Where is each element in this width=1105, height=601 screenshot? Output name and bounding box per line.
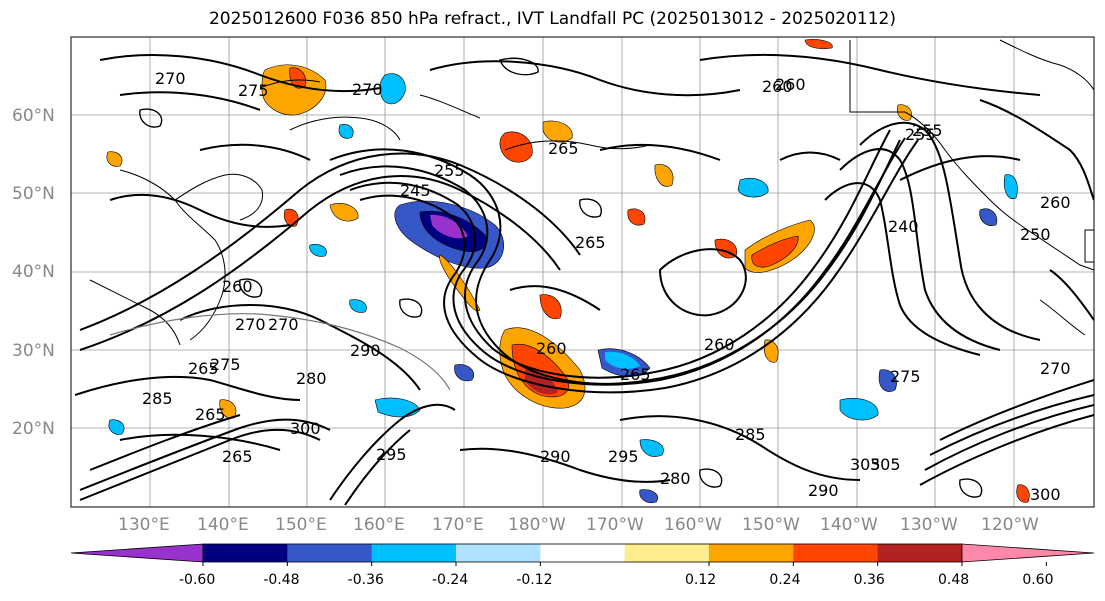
colorbar-extend-low xyxy=(70,543,204,563)
lat-label: 20°N xyxy=(12,419,55,439)
contour-label: 260 xyxy=(1040,193,1071,212)
track-line xyxy=(109,313,451,391)
lon-label: 160°E xyxy=(353,515,405,535)
contour-label: 270 xyxy=(352,80,383,99)
lon-label: 160°W xyxy=(664,515,722,535)
contour-label: 300 xyxy=(1030,485,1061,504)
contour-label: 265 xyxy=(548,139,579,158)
contour-label: 255 xyxy=(905,125,936,144)
contour-label: 275 xyxy=(210,355,241,374)
lon-label: 180°W xyxy=(508,515,566,535)
contour-label: 265 xyxy=(222,447,253,466)
lon-label: 120°W xyxy=(981,515,1039,535)
contour-label: 275 xyxy=(238,81,269,100)
lat-label: 40°N xyxy=(12,262,55,282)
colorbar-tick-label: -0.36 xyxy=(347,572,384,588)
contour-label: 260 xyxy=(536,339,567,358)
contour-label: 250 xyxy=(1020,225,1051,244)
contour-label: 265 xyxy=(195,405,226,424)
colorbar-cell xyxy=(624,544,710,562)
contour-label: 245 xyxy=(400,181,431,200)
filled-anomalies xyxy=(106,39,1030,503)
coastlines xyxy=(89,39,1094,346)
minor-contours xyxy=(139,57,983,498)
contour-label: 295 xyxy=(376,445,407,464)
contour-label: 290 xyxy=(808,481,839,500)
colorbar-tick-label: -0.24 xyxy=(432,572,469,588)
contour-label: 265 xyxy=(575,233,606,252)
lon-label: 140°E xyxy=(197,515,249,535)
gridlines xyxy=(71,37,1094,507)
lat-label: 60°N xyxy=(12,106,55,126)
contour-label: 255 xyxy=(912,121,943,140)
colorbar-cell xyxy=(877,544,963,562)
colorbar-tick-label: -0.60 xyxy=(179,572,216,588)
contour-label: 270 xyxy=(268,315,299,334)
contour-label: 280 xyxy=(660,469,691,488)
colorbar-tick-label: -0.48 xyxy=(263,572,300,588)
contour-label: 260 xyxy=(775,75,806,94)
contour-label: 275 xyxy=(890,367,921,386)
contour-label: 305 xyxy=(850,455,881,474)
lon-label: 130°W xyxy=(900,515,958,535)
colorbar-extend-high xyxy=(961,543,1095,563)
contour-label: 285 xyxy=(735,425,766,444)
contour-label: 280 xyxy=(296,369,327,388)
contour-label: 295 xyxy=(608,447,639,466)
colorbar-tick-label: 0.24 xyxy=(769,572,801,588)
contour-label: 270 xyxy=(155,69,186,88)
contour-label: 290 xyxy=(350,341,381,360)
map-frame xyxy=(70,36,1095,508)
colorbar-cell xyxy=(709,544,794,562)
lon-label: 150°E xyxy=(275,515,327,535)
colorbar-cell xyxy=(793,544,879,562)
contour-label: 265 xyxy=(620,365,651,384)
colorbar-tick-label: 0.60 xyxy=(1022,572,1054,588)
lon-label: 130°E xyxy=(118,515,170,535)
colorbar-tick-label: -0.12 xyxy=(516,572,553,588)
colorbar-tick-label: 0.12 xyxy=(685,572,717,588)
lat-label: 50°N xyxy=(12,184,55,204)
contour-lines xyxy=(74,53,1094,506)
colorbar-tick-label: 0.48 xyxy=(938,572,970,588)
colorbar-cell xyxy=(287,544,373,562)
contour-label: 240 xyxy=(888,217,919,236)
contour-label: 260 xyxy=(762,77,793,96)
contour-label: 260 xyxy=(222,277,253,296)
lon-label: 170°E xyxy=(432,515,484,535)
contour-label: 255 xyxy=(434,161,465,180)
contour-label: 270 xyxy=(235,315,266,334)
colorbar-cell xyxy=(203,544,288,562)
contour-label: 270 xyxy=(1040,359,1071,378)
map-title: 2025012600 F036 850 hPa refract., IVT La… xyxy=(208,9,896,29)
colorbar-cell xyxy=(371,544,457,562)
lon-label: 140°W xyxy=(820,515,878,535)
contour-label: 305 xyxy=(870,455,901,474)
lon-label: 170°W xyxy=(586,515,644,535)
contour-label: 260 xyxy=(704,335,735,354)
colorbar-cell xyxy=(456,544,541,562)
lat-label: 30°N xyxy=(12,341,55,361)
colorbar-tick-label: 0.36 xyxy=(853,572,885,588)
lon-label: 150°W xyxy=(742,515,800,535)
contour-label: 265 xyxy=(188,359,219,378)
contour-label: 290 xyxy=(540,447,571,466)
contour-label: 285 xyxy=(142,389,173,408)
colorbar-cell xyxy=(540,544,626,562)
contour-label: 300 xyxy=(290,419,321,438)
